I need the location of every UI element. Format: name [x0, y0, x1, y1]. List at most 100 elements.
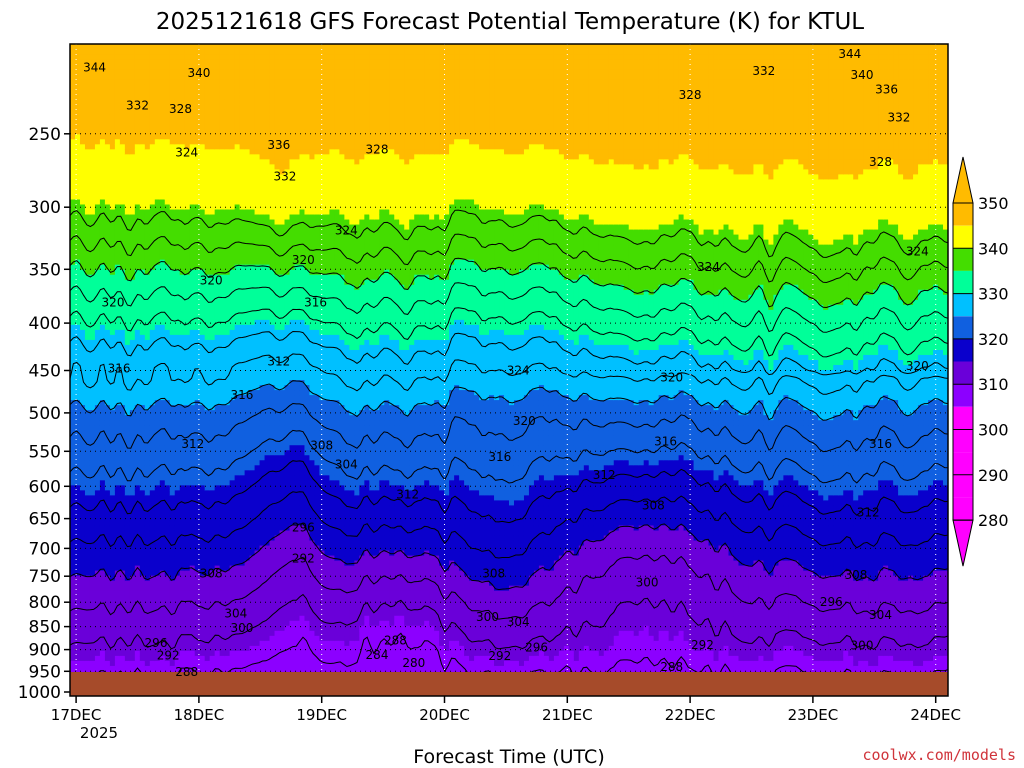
contour-cell — [209, 620, 216, 627]
contour-cell — [124, 184, 131, 191]
contour-cell — [174, 59, 181, 65]
contour-cell — [74, 234, 81, 241]
contour-cell — [209, 49, 216, 55]
contour-cell — [159, 390, 166, 396]
contour-cell — [144, 364, 151, 371]
contour-cell — [74, 435, 81, 441]
contour-cell — [84, 585, 91, 592]
contour-cell — [139, 655, 146, 662]
contour-cell — [244, 400, 251, 406]
contour-cell — [79, 94, 86, 100]
contour-cell — [109, 455, 116, 461]
contour-cell — [184, 334, 191, 341]
contour-cell — [164, 84, 171, 90]
contour-cell — [209, 344, 216, 351]
contour-cell — [124, 264, 131, 271]
contour-cell — [84, 505, 91, 512]
contour-cell — [84, 209, 91, 216]
contour-cell — [224, 54, 231, 60]
contour-cell — [109, 390, 116, 396]
contour-cell — [259, 264, 266, 271]
contour-cell — [70, 119, 76, 125]
contour-cell — [254, 455, 261, 461]
contour-cell — [179, 600, 186, 607]
contour-cell — [174, 505, 181, 512]
contour-cell — [124, 585, 131, 592]
contour-cell — [129, 550, 136, 557]
contour-cell — [119, 495, 126, 501]
contour-cell — [189, 415, 196, 421]
contour-cell — [149, 84, 156, 90]
contour-cell — [70, 525, 76, 532]
contour-cell — [79, 334, 86, 341]
contour-cell — [174, 174, 181, 181]
contour-cell — [70, 324, 76, 331]
contour-cell — [194, 149, 201, 155]
contour-cell — [84, 64, 91, 70]
contour-cell — [234, 344, 241, 351]
contour-cell — [174, 580, 181, 587]
contour-cell — [174, 304, 181, 311]
contour-cell — [189, 184, 196, 191]
contour-cell — [109, 415, 116, 421]
contour-cell — [70, 455, 76, 461]
contour-cell — [134, 510, 141, 517]
contour-cell — [224, 284, 231, 291]
contour-cell — [129, 660, 136, 667]
contour-cell — [94, 169, 101, 175]
contour-cell — [164, 385, 171, 391]
contour-cell — [209, 555, 216, 562]
contour-cell — [114, 139, 121, 145]
contour-cell — [104, 104, 111, 110]
contour-cell — [79, 515, 86, 522]
contour-cell — [84, 269, 91, 276]
contour-cell — [199, 440, 206, 446]
contour-cell — [74, 344, 81, 351]
contour-cell — [249, 49, 256, 55]
contour-cell — [179, 74, 186, 80]
contour-cell — [164, 149, 171, 155]
contour-cell — [129, 525, 136, 532]
contour-cell — [194, 605, 201, 612]
contour-cell — [244, 209, 251, 216]
contour-cell — [79, 124, 86, 130]
contour-cell — [129, 144, 136, 150]
contour-cell — [89, 329, 96, 336]
contour-cell — [144, 344, 151, 351]
contour-cell — [189, 199, 196, 206]
contour-cell — [194, 274, 201, 281]
contour-cell — [99, 234, 106, 241]
contour-cell — [199, 405, 206, 411]
contour-cell — [189, 450, 196, 456]
contour-cell — [89, 169, 96, 175]
contour-cell — [139, 164, 146, 170]
contour-cell — [70, 124, 76, 130]
contour-cell — [179, 610, 186, 617]
contour-cell — [244, 224, 251, 231]
contour-cell — [259, 289, 266, 296]
contour-cell — [194, 630, 201, 637]
contour-cell — [79, 199, 86, 206]
contour-cell — [229, 495, 236, 501]
contour-cell — [84, 370, 91, 376]
contour-cell — [104, 129, 111, 135]
contour-cell — [99, 580, 106, 587]
contour-cell — [134, 129, 141, 135]
contour-cell — [179, 625, 186, 632]
contour-cell — [94, 299, 101, 306]
contour-cell — [119, 410, 126, 416]
contour-cell — [94, 334, 101, 341]
contour-cell — [194, 555, 201, 562]
contour-cell — [259, 219, 266, 226]
contour-cell — [204, 319, 211, 326]
contour-cell — [124, 375, 131, 381]
contour-cell — [70, 625, 76, 632]
contour-cell — [199, 74, 206, 80]
contour-cell — [129, 354, 136, 361]
contour-cell — [189, 635, 196, 642]
contour-cell — [94, 89, 101, 95]
contour-cell — [179, 575, 186, 582]
contour-cell — [159, 264, 166, 271]
contour-cell — [194, 179, 201, 186]
contour-cell — [129, 430, 136, 436]
